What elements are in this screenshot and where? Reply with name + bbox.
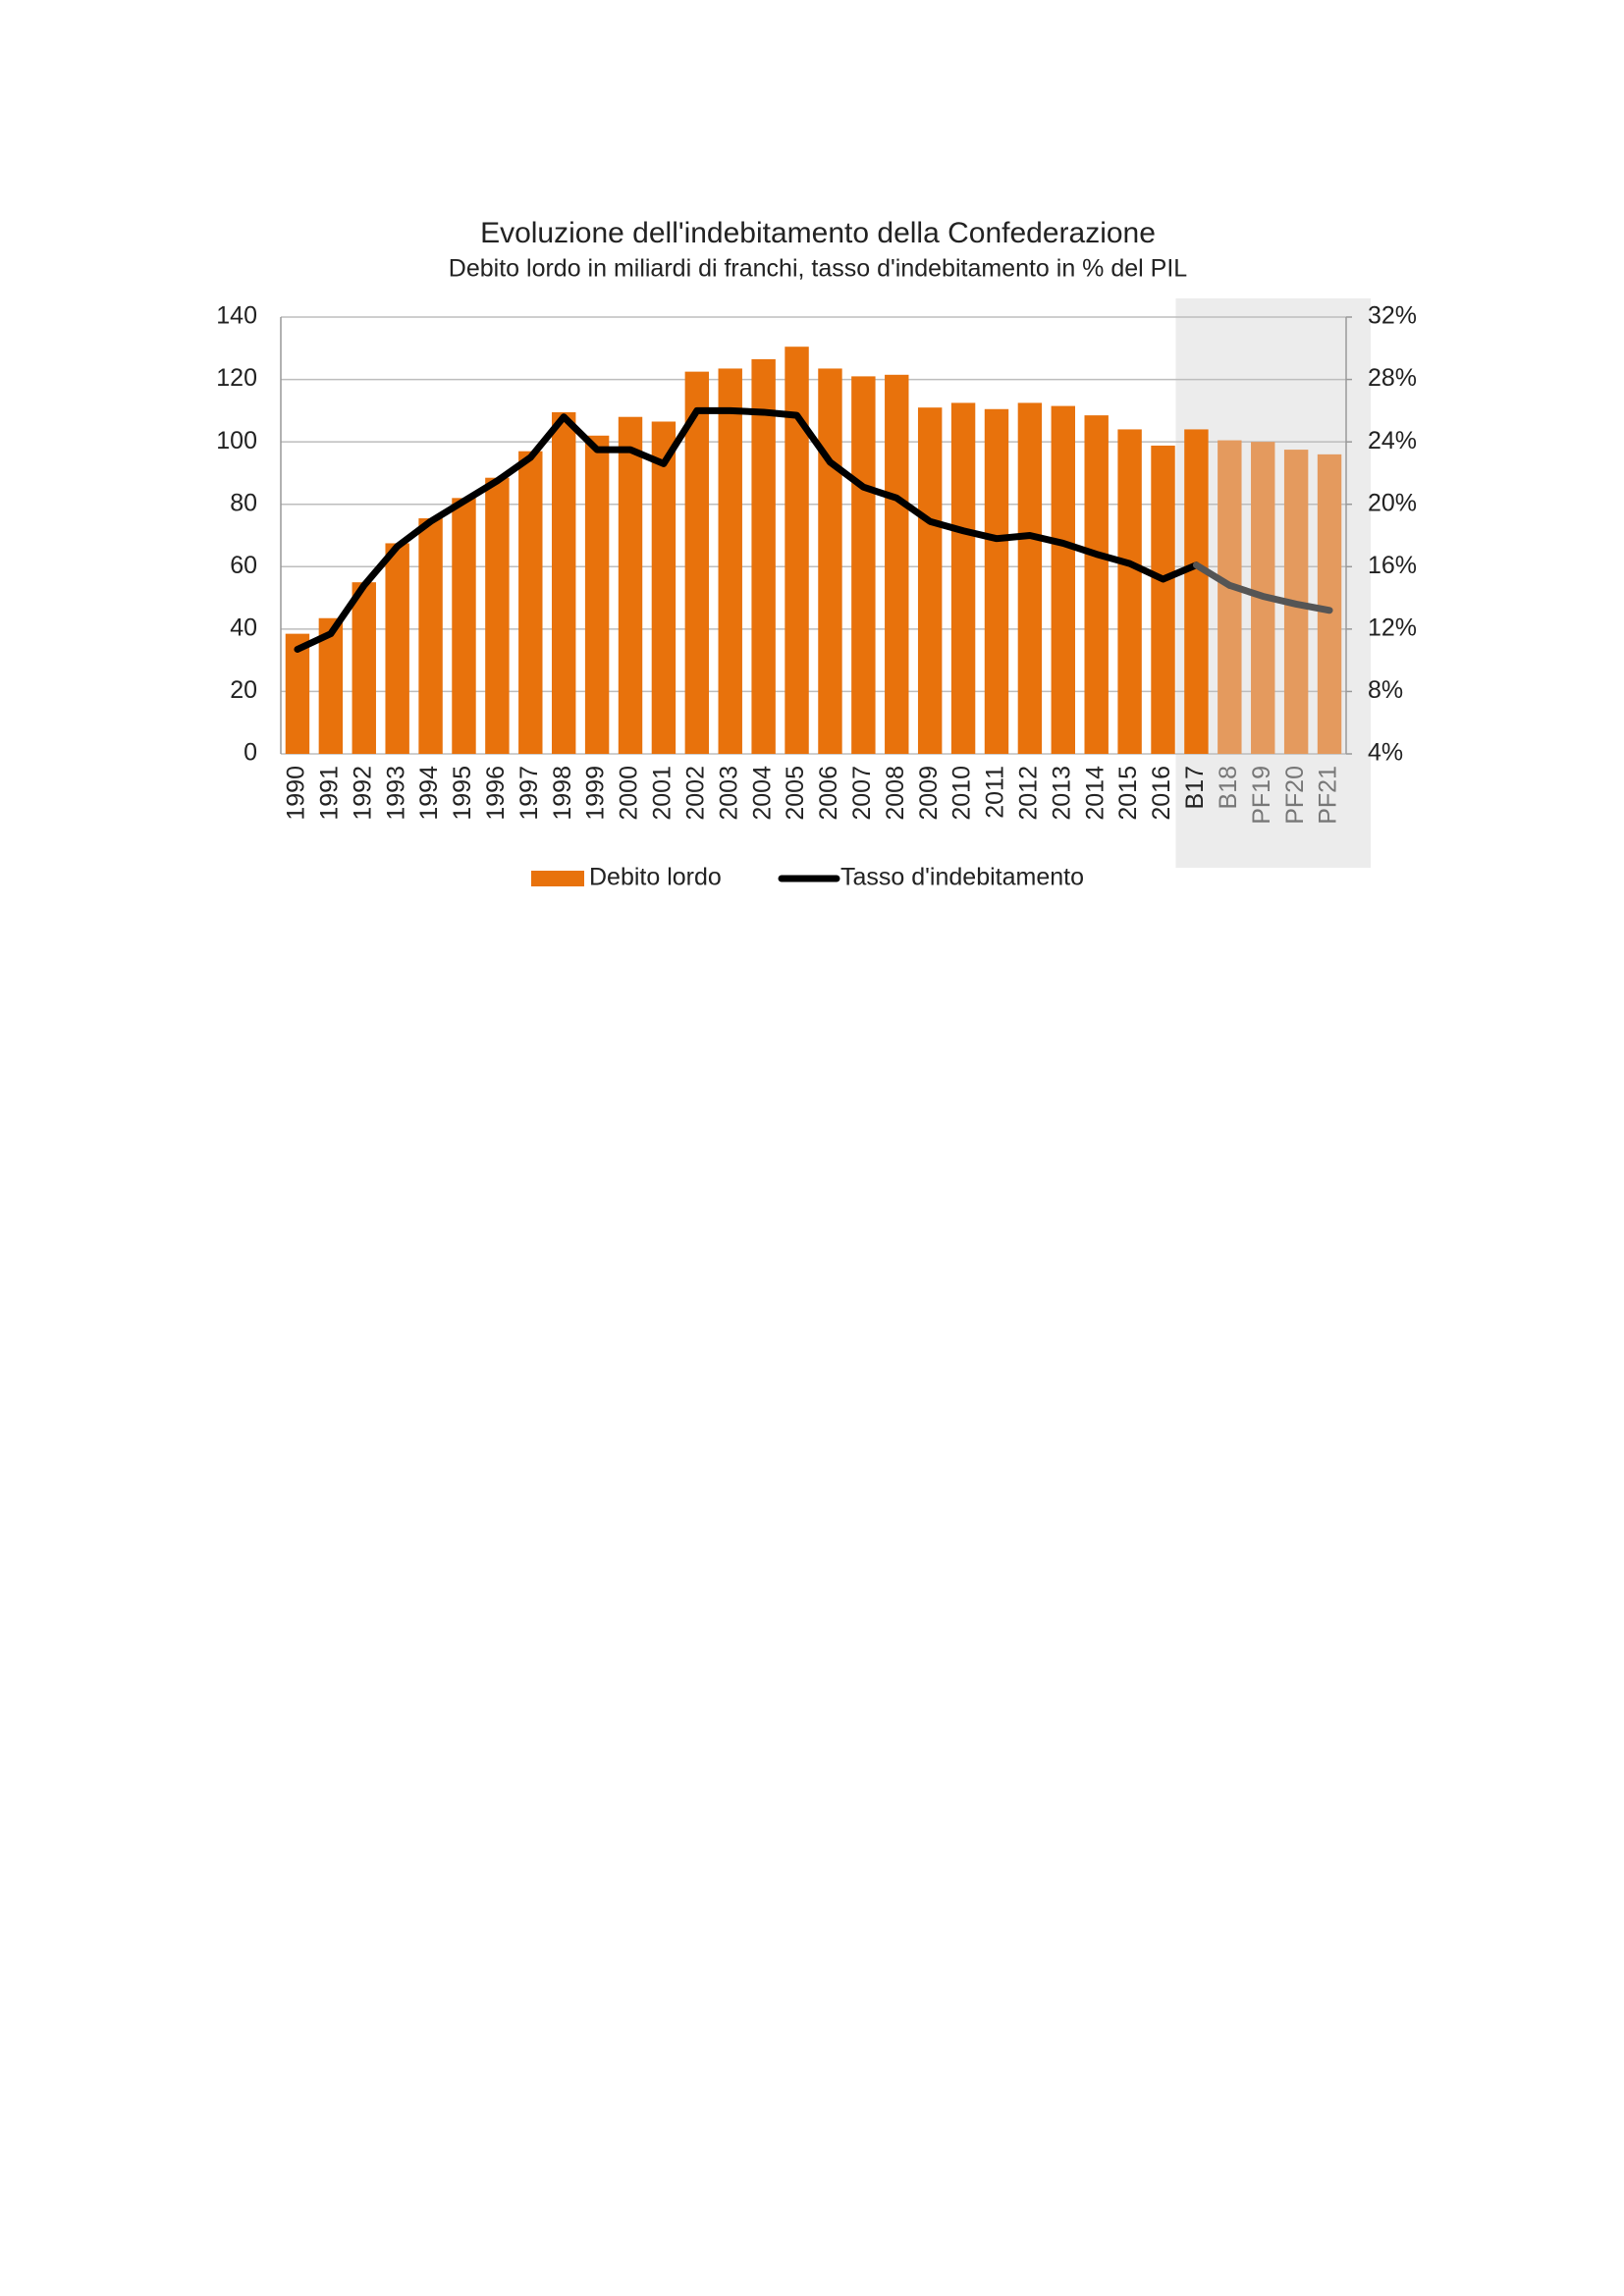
x-tick-label: 1990 — [283, 766, 310, 821]
chart-title: Evoluzione dell'indebitamento della Conf… — [480, 217, 1156, 249]
bar — [1017, 402, 1043, 754]
y2-tick-label: 32% — [1368, 302, 1417, 330]
x-tick-label: B17 — [1181, 766, 1209, 809]
bar — [452, 498, 476, 754]
y2-tick-label: 28% — [1368, 364, 1417, 392]
bar — [1218, 440, 1242, 754]
bar — [1084, 415, 1109, 754]
bar — [984, 408, 1009, 754]
y-tick-label: 0 — [244, 739, 257, 767]
bar — [1184, 429, 1209, 754]
line-series — [294, 406, 1200, 654]
bar — [285, 633, 310, 754]
x-tick-label: 2001 — [649, 766, 677, 821]
x-tick-label: 1991 — [315, 766, 343, 821]
bar — [917, 407, 943, 754]
bar — [684, 371, 710, 754]
bar — [1117, 429, 1142, 754]
x-tick-label: 2009 — [915, 766, 943, 821]
legend-label: Tasso d'indebitamento — [840, 864, 1084, 891]
x-tick-label: 2005 — [782, 766, 809, 821]
x-tick-label: 2016 — [1148, 766, 1175, 821]
bar — [385, 543, 409, 754]
bar — [584, 435, 610, 754]
line-series — [1225, 581, 1333, 614]
x-tick-label: 1994 — [415, 766, 443, 821]
legend-swatch — [531, 871, 584, 886]
x-tick-label: PF20 — [1281, 766, 1309, 825]
x-tick-label: 2014 — [1081, 766, 1109, 821]
y2-tick-label: 4% — [1368, 739, 1403, 767]
x-tick-label: 1999 — [582, 766, 610, 821]
bar — [785, 347, 809, 754]
line-connector — [1192, 561, 1233, 589]
x-tick-label: 2012 — [1015, 766, 1043, 821]
bar — [485, 477, 510, 754]
x-tick-label: 2000 — [616, 766, 643, 821]
x-tick-label: 1993 — [382, 766, 409, 821]
x-tick-label: 2008 — [882, 766, 909, 821]
x-tick-label: B18 — [1215, 766, 1242, 809]
bar — [718, 368, 742, 754]
x-tick-label: 2004 — [748, 766, 776, 821]
bar — [851, 376, 876, 754]
x-tick-label: 2013 — [1048, 766, 1075, 821]
x-tick-label: 2011 — [982, 766, 1009, 819]
x-tick-label: 1992 — [349, 766, 376, 821]
chart-subtitle: Debito lordo in miliardi di franchi, tas… — [449, 255, 1187, 283]
y-tick-label: 80 — [230, 489, 257, 516]
legend-label: Debito lordo — [589, 864, 722, 891]
bar — [551, 411, 576, 754]
bar — [751, 358, 776, 754]
y-tick-label: 40 — [230, 614, 257, 641]
x-tick-label: PF19 — [1248, 766, 1275, 825]
y2-tick-label: 24% — [1368, 427, 1417, 454]
x-tick-label: 2007 — [848, 766, 876, 821]
bar — [950, 402, 976, 754]
y2-tick-label: 16% — [1368, 552, 1417, 579]
y2-tick-label: 8% — [1368, 676, 1403, 704]
y-tick-label: 120 — [216, 364, 257, 392]
x-tick-label: 1995 — [449, 766, 476, 821]
y2-tick-label: 20% — [1368, 489, 1417, 516]
bar — [818, 368, 842, 754]
x-tick-label: 2003 — [715, 766, 742, 821]
y-tick-label: 20 — [230, 676, 257, 704]
bar — [1151, 445, 1175, 754]
bar — [885, 374, 909, 754]
x-tick-label: 2002 — [681, 766, 709, 821]
y-tick-label: 140 — [216, 302, 257, 330]
bar — [1051, 405, 1076, 754]
x-tick-label: 1996 — [482, 766, 510, 821]
bar — [418, 518, 443, 754]
bar — [352, 582, 376, 754]
x-tick-label: 2006 — [815, 766, 842, 821]
y-tick-label: 60 — [230, 552, 257, 579]
x-tick-label: 1998 — [549, 766, 576, 821]
y2-tick-label: 12% — [1368, 614, 1417, 641]
x-tick-label: PF21 — [1315, 766, 1342, 825]
x-tick-label: 2015 — [1114, 766, 1142, 821]
x-tick-label: 1997 — [515, 766, 543, 821]
bar — [651, 421, 677, 754]
y-tick-label: 100 — [216, 427, 257, 454]
bar — [518, 451, 543, 754]
bar — [1317, 454, 1342, 754]
bar — [618, 416, 643, 754]
x-tick-label: 2010 — [948, 766, 976, 821]
